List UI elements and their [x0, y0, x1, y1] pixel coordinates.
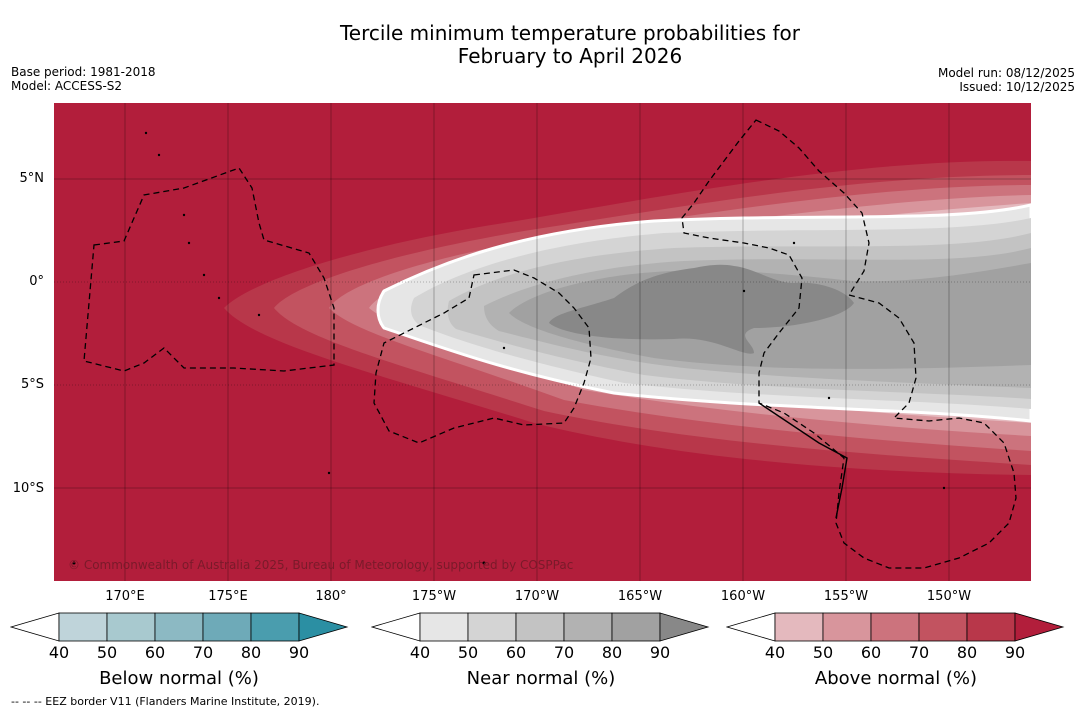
- colorbar-cell: [467, 612, 517, 642]
- tick-near-40: 40: [409, 643, 431, 662]
- lon-label-150w: 150°W: [926, 589, 972, 604]
- colorbar-extend-high: [1014, 612, 1065, 642]
- island-speck: [327, 471, 331, 475]
- map-canvas: [54, 103, 1031, 581]
- title-line-2: February to April 2026: [457, 44, 683, 68]
- colorbar-cell: [611, 612, 661, 642]
- tick-near-60: 60: [505, 643, 527, 662]
- colorbar-above-svg: [726, 612, 1065, 642]
- eez-footnote: -- -- -- EEZ border V11 (Flanders Marine…: [11, 695, 320, 708]
- model-name: Model: ACCESS-S2: [11, 79, 123, 93]
- colorbar-extend-low: [10, 612, 60, 642]
- tick-near-70: 70: [553, 643, 575, 662]
- colorbar-cell: [202, 612, 252, 642]
- lon-label-180: 180°: [315, 589, 347, 604]
- tick-near-90: 90: [649, 643, 671, 662]
- map-title: Tercile minimum temperature probabilitie…: [0, 22, 1085, 68]
- island-speck: [742, 289, 746, 293]
- colorbar-cell: [822, 612, 872, 642]
- lat-label-10s: 10°S: [12, 481, 44, 496]
- eez-borders: [83, 119, 1017, 569]
- meta-right: Model run: 08/12/2025 Issued: 10/12/2025: [938, 66, 1075, 94]
- eez-line-islands: [681, 119, 1017, 569]
- meta-left: Base period: 1981-2018 Model: ACCESS-S2: [11, 65, 156, 93]
- colorbar-cell: [966, 612, 1016, 642]
- lon-label-160w: 160°W: [720, 589, 766, 604]
- probability-map: [54, 103, 1031, 581]
- island-speck: [502, 346, 506, 350]
- island-speck: [942, 486, 946, 490]
- model-run: Model run: 08/12/2025: [937, 66, 1075, 80]
- island-speck: [144, 131, 148, 135]
- colorbar-above-title: Above normal (%): [814, 668, 978, 689]
- tick-above-90: 90: [1004, 643, 1026, 662]
- colorbar-extend-low: [726, 612, 776, 642]
- colorbar-near-title: Near normal (%): [466, 668, 616, 689]
- tick-below-40: 40: [48, 643, 70, 662]
- colorbar-extend-low: [371, 612, 421, 642]
- eez-tokelau: [373, 269, 592, 444]
- colorbar-cell: [154, 612, 204, 642]
- colorbar-cell: [58, 612, 108, 642]
- island-speck: [482, 561, 486, 565]
- tick-near-80: 80: [601, 643, 623, 662]
- colorbar-extend-high: [298, 612, 349, 642]
- colorbar-below-svg: [10, 612, 349, 642]
- tick-above-40: 40: [764, 643, 786, 662]
- lat-label-5n: 5°N: [19, 171, 45, 186]
- tick-below-80: 80: [240, 643, 262, 662]
- maritime-boundary-line: [758, 402, 848, 519]
- tick-below-60: 60: [144, 643, 166, 662]
- title-line-1: Tercile minimum temperature probabilitie…: [339, 21, 801, 45]
- island-speck: [202, 273, 206, 277]
- tick-below-50: 50: [96, 643, 118, 662]
- colorbar-near-normal: [371, 612, 711, 642]
- island-speck: [72, 561, 76, 565]
- colorbar-cell: [106, 612, 156, 642]
- island-speck: [257, 313, 261, 317]
- colorbar-above-normal: [726, 612, 1066, 642]
- colorbar-below-title: Below normal (%): [99, 668, 259, 689]
- colorbar-near-svg: [371, 612, 710, 642]
- lat-label-5s: 5°S: [20, 377, 44, 392]
- colorbar-below-normal: [10, 612, 350, 642]
- colorbar-extend-high: [659, 612, 710, 642]
- tick-above-80: 80: [956, 643, 978, 662]
- tick-above-60: 60: [860, 643, 882, 662]
- lon-label-175e: 175°E: [208, 589, 248, 604]
- lon-label-175w: 175°W: [411, 589, 457, 604]
- graticule: [54, 103, 1031, 581]
- eez-kiribati-gilberts: [83, 167, 335, 372]
- island-speck: [157, 153, 161, 157]
- copyright-notice: © Commonwealth of Australia 2025, Bureau…: [68, 558, 574, 572]
- colorbar-cell: [250, 612, 300, 642]
- issued-date: Issued: 10/12/2025: [959, 80, 1075, 94]
- near-normal-90: [549, 264, 854, 354]
- colorbar-cell: [563, 612, 613, 642]
- island-speck: [217, 296, 221, 300]
- lon-label-170e: 170°E: [105, 589, 145, 604]
- island-speck: [792, 241, 796, 245]
- lat-label-equator: 0°: [29, 274, 44, 289]
- colorbar-cell: [774, 612, 824, 642]
- island-speck: [187, 241, 191, 245]
- lon-label-170w: 170°W: [514, 589, 560, 604]
- tick-above-70: 70: [908, 643, 930, 662]
- colorbar-cell: [515, 612, 565, 642]
- tick-near-50: 50: [457, 643, 479, 662]
- tick-below-90: 90: [288, 643, 310, 662]
- tick-above-50: 50: [812, 643, 834, 662]
- base-period: Base period: 1981-2018: [11, 65, 156, 79]
- colorbar-cell: [870, 612, 920, 642]
- colorbar-cell: [419, 612, 469, 642]
- tick-below-70: 70: [192, 643, 214, 662]
- lon-label-155w: 155°W: [823, 589, 869, 604]
- islands: [72, 131, 946, 565]
- island-speck: [182, 213, 186, 217]
- island-speck: [827, 396, 831, 400]
- colorbar-cell: [918, 612, 968, 642]
- lon-label-165w: 165°W: [617, 589, 663, 604]
